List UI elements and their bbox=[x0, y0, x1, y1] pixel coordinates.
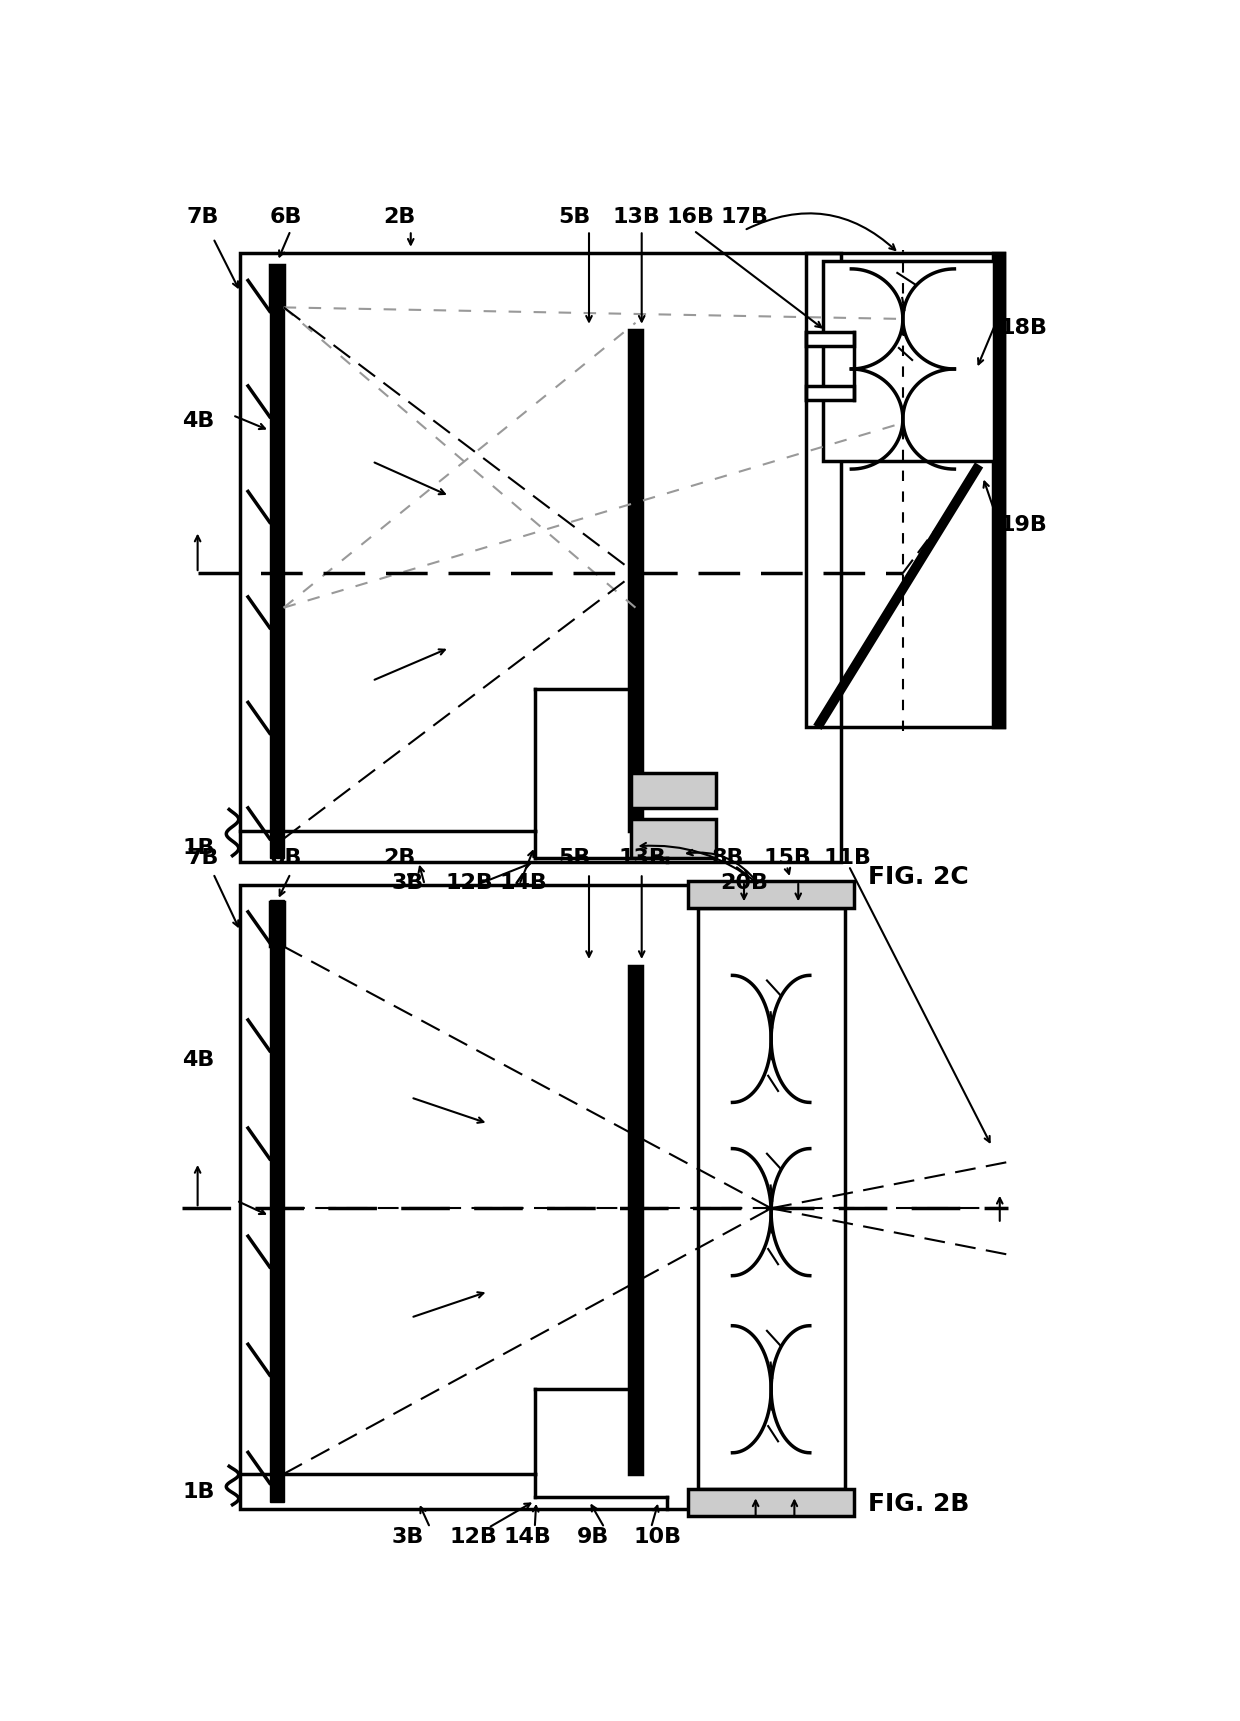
Text: 4B: 4B bbox=[182, 411, 215, 430]
Text: FIG. 2B: FIG. 2B bbox=[868, 1492, 970, 1516]
Bar bbox=[993, 253, 1003, 726]
Bar bbox=[631, 773, 717, 807]
Text: 8B: 8B bbox=[712, 848, 744, 867]
Bar bbox=[806, 386, 854, 399]
Bar bbox=[688, 1489, 854, 1516]
Text: 6B: 6B bbox=[270, 848, 303, 867]
Bar bbox=[270, 268, 284, 859]
Bar bbox=[631, 819, 717, 859]
Text: 5B: 5B bbox=[558, 848, 590, 867]
Text: 2B: 2B bbox=[383, 207, 415, 227]
Text: 11B: 11B bbox=[823, 848, 870, 867]
Bar bbox=[823, 262, 993, 461]
Text: 13B: 13B bbox=[619, 848, 666, 867]
Text: 9B: 9B bbox=[578, 1527, 610, 1547]
Text: 13B: 13B bbox=[613, 207, 660, 227]
Text: 7B: 7B bbox=[186, 848, 218, 867]
Text: 18B: 18B bbox=[999, 318, 1048, 339]
Text: 7B: 7B bbox=[186, 207, 218, 227]
Bar bbox=[806, 332, 854, 346]
Text: 5B: 5B bbox=[558, 207, 590, 227]
Text: 19B: 19B bbox=[999, 515, 1048, 535]
Text: 14B: 14B bbox=[500, 873, 548, 893]
Text: 1B: 1B bbox=[182, 1482, 215, 1502]
Text: 6B: 6B bbox=[270, 207, 303, 227]
Text: 2B: 2B bbox=[383, 848, 415, 867]
Text: 20B: 20B bbox=[720, 873, 769, 893]
Text: 10B: 10B bbox=[634, 1527, 681, 1547]
Bar bbox=[270, 900, 284, 1502]
Text: FIG. 2C: FIG. 2C bbox=[868, 864, 968, 888]
Bar bbox=[629, 965, 642, 1473]
Text: 12B: 12B bbox=[445, 873, 494, 893]
Text: 1B: 1B bbox=[182, 838, 215, 859]
Text: 17B: 17B bbox=[720, 207, 769, 227]
Text: 3B: 3B bbox=[392, 1527, 424, 1547]
Bar bbox=[688, 881, 854, 909]
Bar bbox=[629, 330, 642, 831]
Bar bbox=[697, 909, 844, 1489]
Text: 3B: 3B bbox=[392, 873, 424, 893]
Bar bbox=[241, 885, 841, 1509]
Bar bbox=[241, 253, 841, 862]
Text: 16B: 16B bbox=[667, 207, 714, 227]
Text: 12B: 12B bbox=[449, 1527, 497, 1547]
Bar bbox=[806, 253, 1003, 726]
Text: 15B: 15B bbox=[764, 848, 811, 867]
Text: 14B: 14B bbox=[503, 1527, 552, 1547]
Bar bbox=[270, 265, 284, 308]
Text: 4B: 4B bbox=[182, 1050, 215, 1070]
Bar bbox=[270, 902, 284, 947]
